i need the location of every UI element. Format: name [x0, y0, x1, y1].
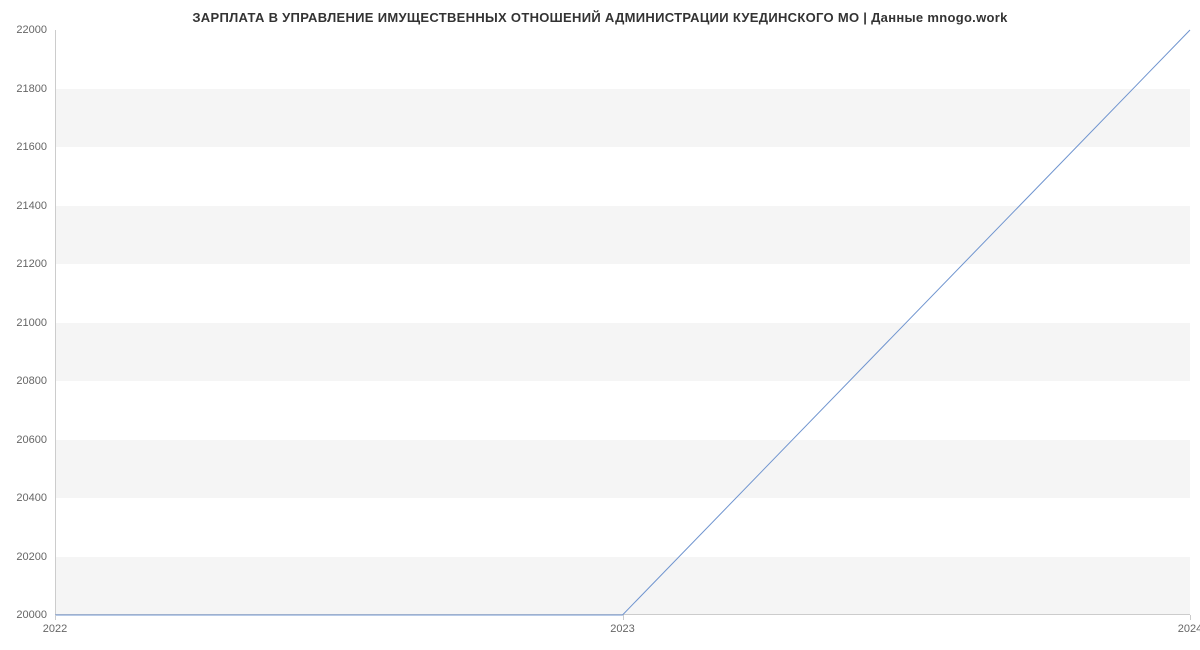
y-tick-label: 20200 [16, 551, 47, 563]
y-tick-label: 21600 [16, 141, 47, 153]
x-tick-label: 2022 [43, 623, 67, 635]
y-tick-label: 21200 [16, 258, 47, 270]
y-tick-label: 20400 [16, 492, 47, 504]
chart-container: ЗАРПЛАТА В УПРАВЛЕНИЕ ИМУЩЕСТВЕННЫХ ОТНО… [0, 0, 1200, 650]
line-series-svg [55, 30, 1190, 615]
y-tick-label: 20600 [16, 434, 47, 446]
y-tick-label: 21400 [16, 200, 47, 212]
x-tick-label: 2023 [610, 623, 634, 635]
y-tick-label: 22000 [16, 24, 47, 36]
y-tick-label: 20800 [16, 375, 47, 387]
plot-area: 2000020200204002060020800210002120021400… [55, 30, 1190, 615]
x-tick-mark [55, 615, 56, 620]
x-tick-mark [623, 615, 624, 620]
x-tick-label: 2024 [1178, 623, 1200, 635]
y-tick-label: 20000 [16, 609, 47, 621]
chart-title: ЗАРПЛАТА В УПРАВЛЕНИЕ ИМУЩЕСТВЕННЫХ ОТНО… [0, 10, 1200, 25]
y-tick-label: 21800 [16, 83, 47, 95]
x-tick-mark [1190, 615, 1191, 620]
series-line [55, 30, 1190, 615]
y-tick-label: 21000 [16, 317, 47, 329]
plot-inner: 2000020200204002060020800210002120021400… [55, 30, 1190, 615]
